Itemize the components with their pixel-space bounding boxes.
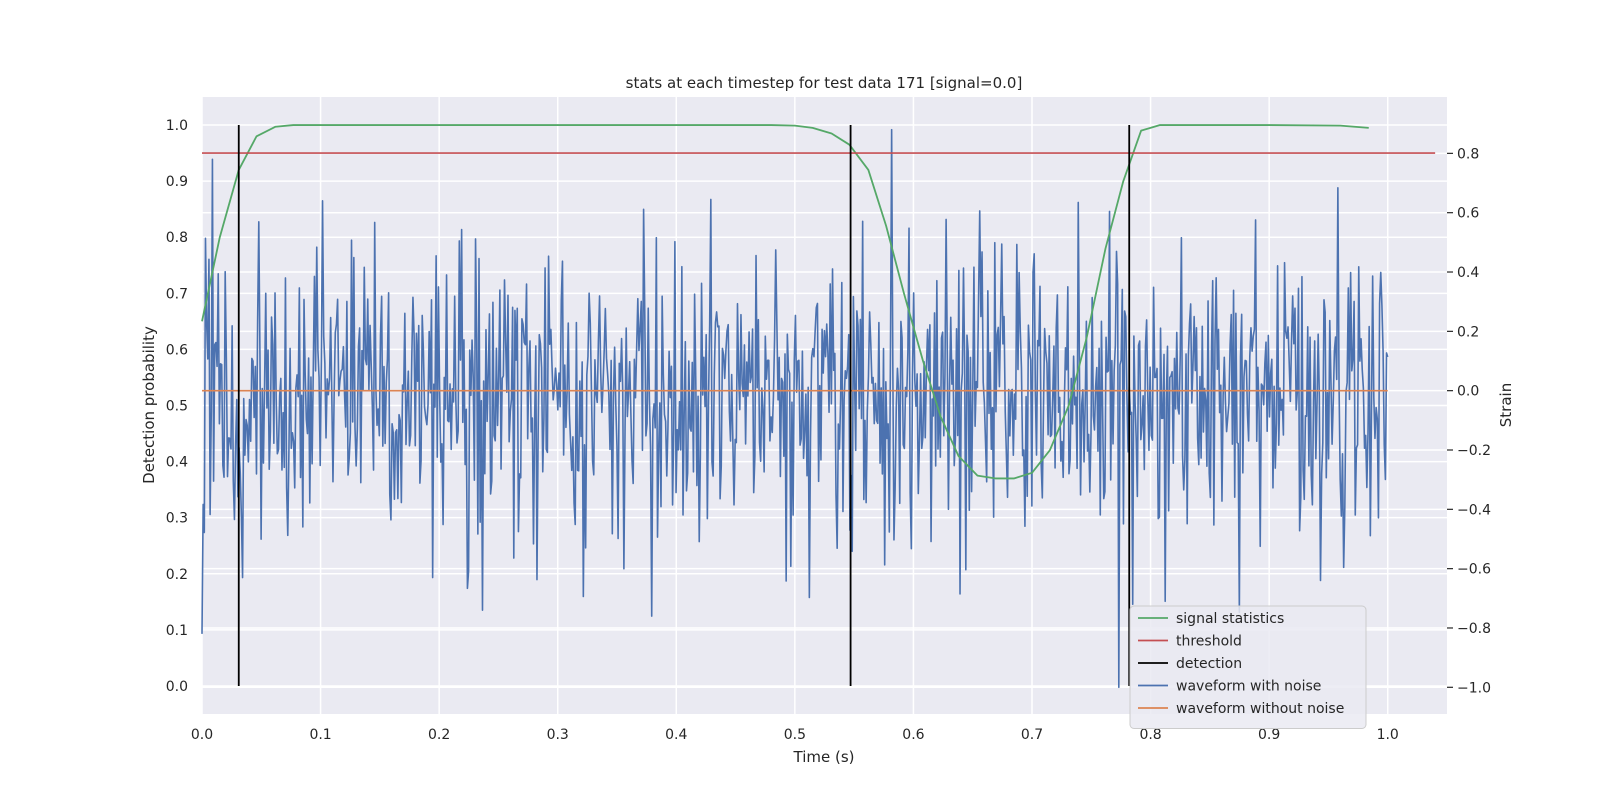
legend-label: waveform without noise bbox=[1176, 701, 1344, 717]
y2-tick-label: −0.8 bbox=[1457, 621, 1491, 637]
legend-label: waveform with noise bbox=[1176, 679, 1321, 695]
x-tick-label: 1.0 bbox=[1377, 727, 1399, 743]
y-tick-label: 0.4 bbox=[166, 455, 188, 471]
x-tick-label: 0.1 bbox=[309, 727, 331, 743]
y-tick-label: 0.1 bbox=[166, 623, 188, 639]
series-layer bbox=[201, 124, 1436, 689]
y2-tick-label: 0.8 bbox=[1457, 146, 1479, 162]
y2-axis-ticks: −1.0 −0.8 −0.6 −0.4 −0.2 0.0 0.2 0.4 0.6 0.8 bbox=[1447, 146, 1491, 696]
legend-box bbox=[1129, 605, 1367, 729]
y2-tick-label: −0.4 bbox=[1457, 502, 1491, 518]
y-tick-label: 1.0 bbox=[166, 118, 188, 134]
x-tick-label: 0.3 bbox=[547, 727, 569, 743]
legend-label: threshold bbox=[1176, 634, 1242, 650]
y-tick-label: 0.5 bbox=[166, 399, 188, 415]
y-tick-label: 0.7 bbox=[166, 286, 188, 302]
x-axis-label: Time (s) bbox=[793, 748, 855, 766]
y-axis-ticks: 0.0 0.1 0.2 0.3 0.4 0.5 0.6 0.7 0.8 0.9 1.0 bbox=[166, 118, 188, 695]
y2-tick-label: 0.0 bbox=[1457, 384, 1479, 400]
x-tick-label: 0.7 bbox=[1021, 727, 1043, 743]
signal-statistics-line bbox=[201, 124, 1369, 480]
legend: signal statistics threshold detection wavef… bbox=[1129, 605, 1367, 729]
x-tick-label: 0.2 bbox=[428, 727, 450, 743]
x-tick-label: 0.8 bbox=[1139, 727, 1161, 743]
x-tick-label: 0.6 bbox=[902, 727, 924, 743]
chart-title: stats at each timestep for test data 171… bbox=[626, 74, 1023, 92]
x-tick-label: 0.5 bbox=[784, 727, 806, 743]
y2-tick-label: −0.6 bbox=[1457, 562, 1491, 578]
y2-axis-label: Strain bbox=[1497, 383, 1515, 427]
y-tick-label: 0.6 bbox=[166, 342, 188, 358]
y-tick-label: 0.8 bbox=[166, 230, 188, 246]
y2-tick-label: −1.0 bbox=[1457, 680, 1491, 696]
y-tick-label: 0.3 bbox=[166, 511, 188, 527]
y-tick-label: 0.2 bbox=[166, 567, 188, 583]
y2-tick-label: 0.6 bbox=[1457, 206, 1479, 222]
x-tick-label: 0.9 bbox=[1258, 727, 1280, 743]
y2-tick-label: −0.2 bbox=[1457, 443, 1491, 459]
y2-tick-label: 0.4 bbox=[1457, 265, 1479, 281]
y-tick-label: 0.0 bbox=[166, 679, 188, 695]
legend-label: detection bbox=[1176, 656, 1242, 672]
waveform-with-noise-line bbox=[201, 128, 1389, 689]
x-tick-label: 0.0 bbox=[191, 727, 213, 743]
x-axis-ticks: 0.0 0.1 0.2 0.3 0.4 0.5 0.6 0.7 0.8 0.9 1.0 bbox=[191, 727, 1399, 743]
legend-label: signal statistics bbox=[1176, 611, 1284, 627]
y2-tick-label: 0.2 bbox=[1457, 324, 1479, 340]
x-tick-label: 0.4 bbox=[665, 727, 687, 743]
y-axis-label: Detection probability bbox=[140, 326, 158, 484]
y-tick-label: 0.9 bbox=[166, 174, 188, 190]
